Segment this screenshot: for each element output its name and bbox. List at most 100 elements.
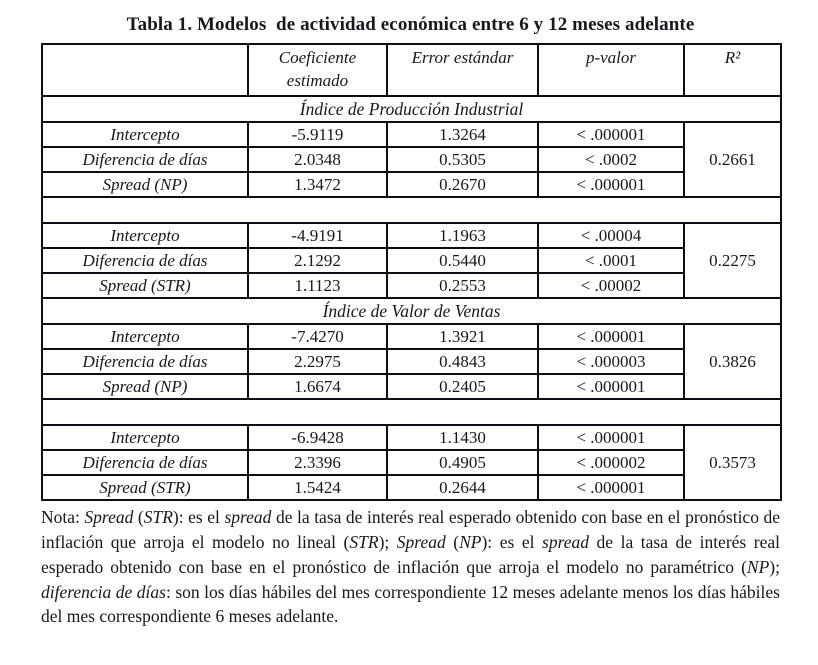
spacer-cell (41, 398, 782, 426)
note-italic-segment: spread (224, 507, 272, 527)
table-title: Tabla 1. Modelos de actividad económica … (126, 14, 695, 35)
data-row: Intercepto -4.9191 1.1963 < .00004 0.2275 (41, 222, 782, 299)
p-valor-cell: < .000001 (537, 474, 685, 501)
note-italic-segment: diferencia de días (41, 581, 166, 602)
r2-cell: 0.2661 (683, 121, 782, 198)
coeficiente-cell: -6.9428 (247, 424, 388, 451)
data-row: Diferencia de días 2.3396 0.4905 < .000002 (41, 449, 781, 476)
note-italic-segment: STR (349, 531, 379, 552)
r2-cell: 0.3573 (683, 424, 782, 501)
note-italic-segment: STR (143, 507, 173, 527)
note-text-segment: de la tasa de interés real esperado obte… (41, 531, 780, 577)
section-title: Índice de Valor de Ventas (41, 297, 782, 325)
variable-label-cell: Spread (STR) (41, 474, 249, 501)
header-cell-p-valor: p-valor (537, 43, 685, 97)
note-italic-segment: NP (746, 556, 770, 577)
note-italic-segment: NP (459, 531, 482, 552)
data-row: Diferencia de días 2.0348 0.5305 < .0002 (41, 146, 781, 173)
p-valor-cell: < .000001 (537, 424, 685, 451)
note-text-segment: ); (769, 556, 780, 577)
data-row: Spread (STR) 1.5424 0.2644 < .000001 (41, 474, 781, 501)
note-text-segment: de la tasa de interés real esperado obte… (41, 507, 781, 552)
header-cell-error-estandar: Error estándar (386, 43, 539, 97)
error-estandar-cell: 1.1430 (386, 424, 539, 451)
spacer-cell (41, 196, 782, 224)
note-text-segment: ): es el (172, 507, 225, 527)
header-cell-coeficiente: Coeficiente estimado (247, 43, 388, 97)
variable-label-cell: Diferencia de días (41, 247, 249, 274)
coeficiente-cell: 1.6674 (247, 373, 388, 400)
variable-label-cell: Spread (STR) (41, 272, 249, 299)
p-valor-cell: < .000003 (537, 348, 685, 375)
spacer-row (41, 196, 782, 224)
spacer-row (41, 398, 782, 426)
header-row: Coeficiente estimado Error estándar p-va… (41, 43, 782, 97)
p-valor-cell: < .00002 (537, 272, 685, 299)
page: Tabla 1. Modelos de actividad económica … (41, 14, 782, 629)
p-valor-cell: < .000001 (537, 373, 685, 400)
error-estandar-cell: 0.2405 (386, 373, 539, 400)
p-valor-cell: < .000002 (537, 449, 685, 476)
note-italic-segment: spread (542, 531, 590, 552)
error-estandar-cell: 1.1963 (386, 222, 539, 249)
data-row: Diferencia de días 2.1292 0.5440 < .0001 (41, 247, 781, 274)
variable-label-cell: Intercepto (41, 323, 249, 350)
data-row: Intercepto -5.9119 1.3264 < .000001 0.2661 (41, 121, 782, 198)
error-estandar-cell: 0.5440 (386, 247, 539, 274)
error-estandar-cell: 1.3264 (386, 121, 539, 148)
note-italic-segment: Spread (396, 531, 446, 552)
variable-label-cell: Diferencia de días (41, 146, 249, 173)
error-estandar-cell: 0.4843 (386, 348, 539, 375)
results-table: Coeficiente estimado Error estándar p-va… (41, 43, 782, 501)
coeficiente-cell: 2.3396 (247, 449, 388, 476)
data-row: Spread (NP) 1.3472 0.2670 < .000001 (41, 171, 781, 198)
error-estandar-cell: 1.3921 (386, 323, 539, 350)
data-row: Diferencia de días 2.2975 0.4843 < .000003 (41, 348, 781, 375)
r2-cell: 0.2275 (683, 222, 782, 299)
variable-label-cell: Intercepto (41, 424, 249, 451)
coeficiente-cell: -4.9191 (247, 222, 388, 249)
coeficiente-cell: 1.1123 (247, 272, 388, 299)
variable-label-cell: Spread (NP) (41, 171, 249, 198)
p-valor-cell: < .000001 (537, 171, 685, 198)
coeficiente-cell: 1.5424 (247, 474, 388, 501)
p-valor-cell: < .000001 (537, 323, 685, 350)
coeficiente-cell: 2.0348 (247, 146, 388, 173)
note-italic-segment: Spread (84, 507, 134, 527)
p-valor-cell: < .0001 (537, 247, 685, 274)
p-valor-cell: < .0002 (537, 146, 685, 173)
data-row: Intercepto -6.9428 1.1430 < .000001 0.3573 (41, 424, 782, 501)
variable-label-cell: Intercepto (41, 121, 249, 148)
variable-label-cell: Intercepto (41, 222, 249, 249)
p-valor-cell: < .000001 (537, 121, 685, 148)
note-text-segment: ); (378, 531, 397, 552)
coeficiente-cell: 2.1292 (247, 247, 388, 274)
results-table-body: Índice de Producción Industrial Intercept… (41, 95, 782, 501)
data-row: Intercepto -7.4270 1.3921 < .000001 0.3826 (41, 323, 782, 400)
section-title: Índice de Producción Industrial (41, 95, 782, 123)
section-row: Índice de Valor de Ventas (41, 297, 782, 325)
r2-cell: 0.3826 (683, 323, 782, 400)
header-cell-r2: R² (683, 43, 782, 97)
coeficiente-cell: 2.2975 (247, 348, 388, 375)
note-text-segment: Nota: (41, 507, 85, 527)
variable-label-cell: Diferencia de días (41, 348, 249, 375)
note: Nota: Spread (STR): es el spread de la t… (41, 505, 780, 629)
header-cell-empty (41, 43, 249, 97)
error-estandar-cell: 0.2553 (386, 272, 539, 299)
error-estandar-cell: 0.2644 (386, 474, 539, 501)
note-text-segment: ( (445, 531, 460, 552)
data-row: Spread (NP) 1.6674 0.2405 < .000001 (41, 373, 781, 400)
section-row: Índice de Producción Industrial (41, 95, 782, 123)
note-text-segment: ( (133, 507, 144, 527)
error-estandar-cell: 0.5305 (386, 146, 539, 173)
note-text-segment: : son los días hábiles del mes correspon… (41, 581, 780, 627)
note-text-segment: ): es el (481, 531, 543, 552)
coeficiente-cell: -5.9119 (247, 121, 388, 148)
coeficiente-cell: -7.4270 (247, 323, 388, 350)
error-estandar-cell: 0.2670 (386, 171, 539, 198)
variable-label-cell: Diferencia de días (41, 449, 249, 476)
data-row: Spread (STR) 1.1123 0.2553 < .00002 (41, 272, 781, 299)
coeficiente-cell: 1.3472 (247, 171, 388, 198)
variable-label-cell: Spread (NP) (41, 373, 249, 400)
